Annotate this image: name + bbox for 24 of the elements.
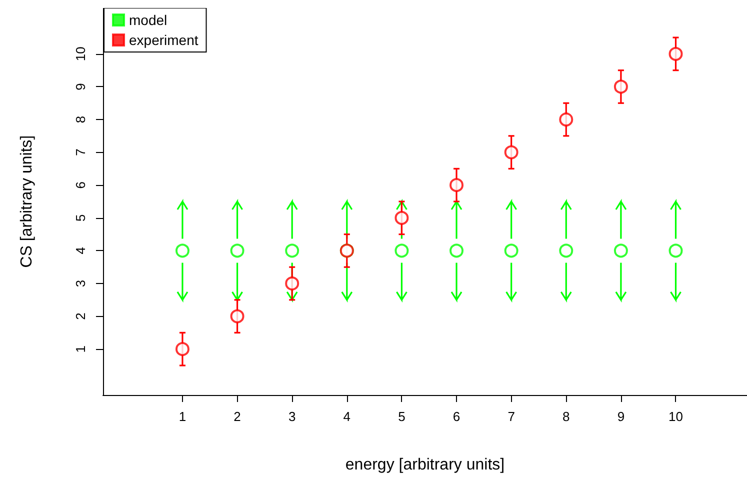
y-axis-title: CS [arbitrary units] [18, 135, 36, 268]
y-tick-label: 10 [73, 46, 88, 62]
x-tick-label: 4 [343, 409, 351, 424]
x-tick-label: 10 [668, 409, 683, 424]
y-tick-label: 9 [73, 83, 88, 90]
x-axis-title: energy [arbitrary units] [345, 456, 505, 474]
y-tick-label: 8 [73, 116, 88, 124]
x-tick-label: 8 [562, 409, 570, 424]
y-tick-label: 3 [73, 280, 88, 288]
legend-label: model [129, 12, 168, 28]
y-tick-label: 5 [73, 214, 88, 222]
y-tick-label: 7 [73, 148, 88, 156]
y-tick-label: 2 [73, 312, 88, 320]
x-tick-label: 5 [398, 409, 406, 424]
x-tick-label: 9 [617, 409, 625, 424]
x-tick-label: 6 [452, 409, 460, 424]
x-tick-label: 1 [178, 409, 186, 424]
legend-label: experiment [129, 32, 198, 48]
x-tick-label: 2 [234, 409, 241, 424]
x-tick-label: 7 [508, 409, 515, 424]
y-tick-label: 6 [73, 181, 88, 189]
y-tick-label: 4 [73, 247, 88, 254]
x-tick-label: 3 [288, 409, 296, 424]
y-tick-label: 1 [73, 345, 88, 353]
